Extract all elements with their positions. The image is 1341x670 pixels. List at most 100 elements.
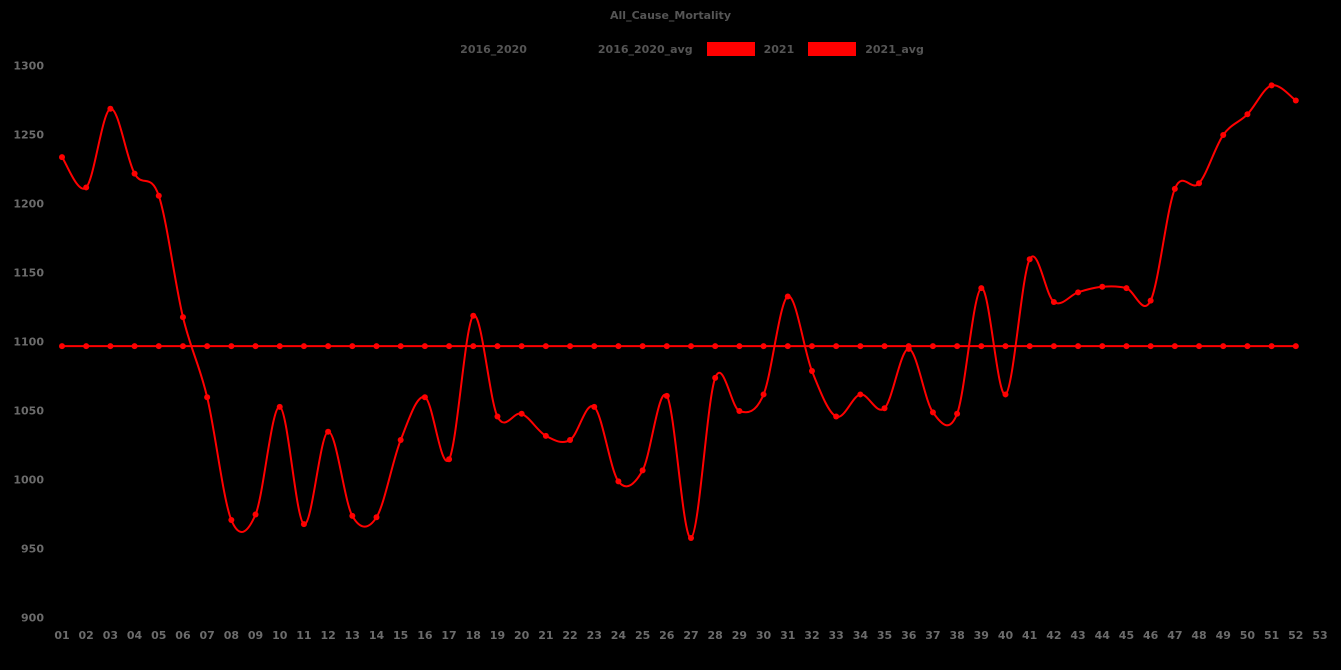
data-point[interactable]: [905, 345, 912, 352]
data-point[interactable]: [1268, 343, 1275, 350]
data-point[interactable]: [663, 392, 670, 399]
data-point[interactable]: [204, 394, 211, 401]
data-point[interactable]: [470, 312, 477, 319]
data-point[interactable]: [228, 517, 235, 524]
data-point[interactable]: [712, 374, 719, 381]
data-point[interactable]: [760, 343, 767, 350]
data-point[interactable]: [1050, 298, 1057, 305]
data-point[interactable]: [857, 391, 864, 398]
data-point[interactable]: [1147, 297, 1154, 304]
data-point[interactable]: [808, 343, 815, 350]
data-point[interactable]: [1147, 343, 1154, 350]
data-point[interactable]: [1050, 343, 1057, 350]
data-point[interactable]: [954, 410, 961, 417]
data-point[interactable]: [179, 314, 186, 321]
data-point[interactable]: [421, 394, 428, 401]
data-point[interactable]: [325, 428, 332, 435]
data-point[interactable]: [1171, 343, 1178, 350]
data-point[interactable]: [1268, 82, 1275, 89]
data-point[interactable]: [833, 343, 840, 350]
data-point[interactable]: [1292, 343, 1299, 350]
data-point[interactable]: [83, 343, 90, 350]
data-point[interactable]: [954, 343, 961, 350]
data-point[interactable]: [373, 343, 380, 350]
data-point[interactable]: [155, 192, 162, 199]
data-point[interactable]: [397, 436, 404, 443]
data-point[interactable]: [107, 105, 114, 112]
data-point[interactable]: [1075, 289, 1082, 296]
data-point[interactable]: [1026, 256, 1033, 263]
data-point[interactable]: [518, 410, 525, 417]
data-point[interactable]: [518, 343, 525, 350]
data-point[interactable]: [276, 343, 283, 350]
data-point[interactable]: [300, 521, 307, 528]
data-point[interactable]: [1123, 343, 1130, 350]
data-point[interactable]: [1002, 343, 1009, 350]
data-point[interactable]: [615, 478, 622, 485]
data-point[interactable]: [204, 343, 211, 350]
data-point[interactable]: [1220, 343, 1227, 350]
data-point[interactable]: [929, 409, 936, 416]
data-point[interactable]: [1099, 283, 1106, 290]
data-point[interactable]: [83, 184, 90, 191]
data-point[interactable]: [1002, 391, 1009, 398]
data-point[interactable]: [1220, 132, 1227, 138]
data-point[interactable]: [470, 343, 477, 350]
data-point[interactable]: [349, 512, 356, 519]
data-point[interactable]: [688, 343, 694, 350]
data-point[interactable]: [784, 343, 791, 350]
data-point[interactable]: [131, 170, 138, 177]
data-point[interactable]: [615, 343, 622, 350]
data-point[interactable]: [591, 343, 598, 350]
data-point[interactable]: [542, 343, 549, 350]
data-point[interactable]: [1099, 343, 1106, 350]
legend-entry-2021[interactable]: 2021: [706, 42, 794, 56]
data-point[interactable]: [421, 343, 428, 350]
data-point[interactable]: [736, 408, 743, 414]
legend-entry-2021_avg[interactable]: 2021_avg: [808, 42, 924, 56]
data-point[interactable]: [397, 343, 404, 350]
data-point[interactable]: [784, 293, 791, 300]
data-point[interactable]: [325, 343, 332, 350]
data-point[interactable]: [929, 343, 936, 350]
data-point[interactable]: [978, 343, 985, 350]
data-point[interactable]: [1075, 343, 1082, 350]
data-point[interactable]: [59, 154, 65, 161]
data-point[interactable]: [712, 343, 719, 350]
data-point[interactable]: [688, 534, 694, 541]
data-point[interactable]: [567, 436, 574, 443]
data-point[interactable]: [736, 343, 743, 350]
data-point[interactable]: [591, 403, 598, 410]
data-point[interactable]: [349, 343, 356, 350]
data-point[interactable]: [978, 285, 985, 292]
data-point[interactable]: [1244, 343, 1251, 350]
data-point[interactable]: [300, 343, 307, 350]
data-point[interactable]: [59, 343, 65, 350]
data-point[interactable]: [155, 343, 162, 350]
data-point[interactable]: [276, 403, 283, 410]
data-point[interactable]: [228, 343, 235, 350]
data-point[interactable]: [663, 343, 670, 350]
data-point[interactable]: [446, 343, 453, 350]
data-point[interactable]: [107, 343, 114, 350]
data-point[interactable]: [179, 343, 186, 350]
data-point[interactable]: [494, 343, 501, 350]
data-point[interactable]: [252, 343, 259, 350]
data-point[interactable]: [567, 343, 574, 350]
data-point[interactable]: [857, 343, 864, 350]
data-point[interactable]: [131, 343, 138, 350]
data-point[interactable]: [760, 391, 767, 398]
data-point[interactable]: [1196, 343, 1203, 350]
data-point[interactable]: [639, 467, 646, 474]
legend-entry-2016_2020[interactable]: 2016_2020: [403, 42, 527, 56]
data-point[interactable]: [1244, 111, 1251, 118]
data-point[interactable]: [881, 343, 888, 350]
data-point[interactable]: [252, 511, 259, 518]
data-point[interactable]: [373, 514, 380, 521]
data-point[interactable]: [494, 413, 501, 420]
data-point[interactable]: [808, 367, 815, 374]
data-point[interactable]: [446, 456, 453, 463]
data-point[interactable]: [1196, 180, 1203, 187]
data-point[interactable]: [1171, 185, 1178, 192]
data-point[interactable]: [833, 413, 840, 420]
